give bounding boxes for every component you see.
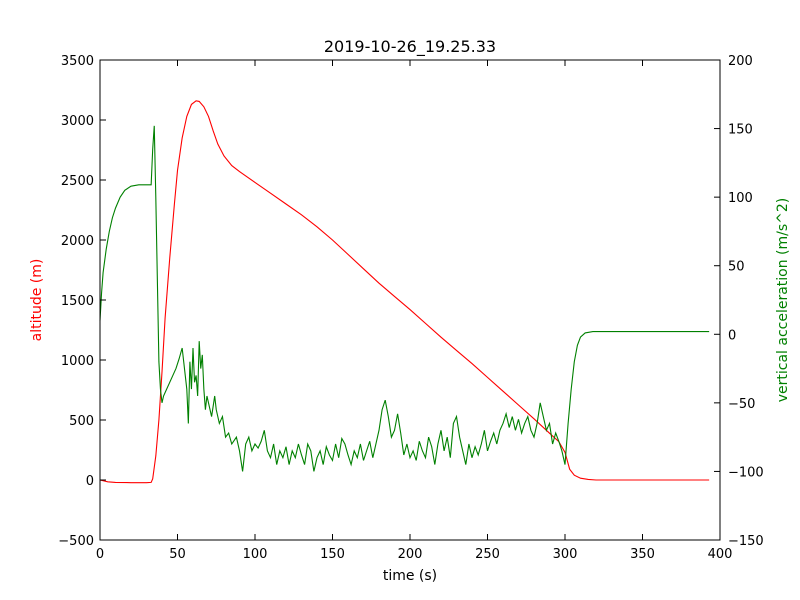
series-layer [99,100,710,484]
x-tick-label: 300 [553,547,578,562]
right-axis-label: vertical acceleration (m/s^2) [775,198,791,403]
right-tick-label: −50 [728,397,755,412]
series-line-right [99,125,710,472]
right-tick-label: 0 [728,328,736,343]
series-line-left [99,100,710,484]
left-tick-label: 2000 [61,234,94,249]
plot-area [100,60,720,540]
right-tick-label: 100 [728,191,753,206]
left-tick-label: 500 [69,414,94,429]
right-tick-label: −100 [728,465,764,480]
chart-title: 2019-10-26_19.25.33 [324,37,496,57]
left-tick-label: 3500 [61,54,94,69]
x-tick-label: 100 [243,547,268,562]
plot-frame [99,59,721,541]
x-tick-label: 0 [96,547,104,562]
x-tick-label: 150 [320,547,345,562]
left-tick-label: 2500 [61,174,94,189]
left-tick-label: −500 [58,534,94,549]
x-tick-label: 400 [708,547,733,562]
left-tick-label: 3000 [61,114,94,129]
right-tick-label: 150 [728,123,753,138]
ticks-layer: 0 50 100 150 200 250 300 350 400−500050010001500… [58,54,763,562]
left-tick-label: 1000 [61,354,94,369]
left-axis-label: altitude (m) [29,259,45,342]
x-axis-label: time (s) [383,568,437,584]
right-tick-label: 50 [728,260,745,275]
x-tick-label: 350 [630,547,655,562]
left-tick-label: 0 [86,474,94,489]
x-tick-label: 200 [398,547,423,562]
right-tick-label: 200 [728,54,753,69]
right-tick-label: −150 [728,534,764,549]
x-tick-label: 250 [475,547,500,562]
left-tick-label: 1500 [61,294,94,309]
x-tick-label: 50 [169,547,186,562]
